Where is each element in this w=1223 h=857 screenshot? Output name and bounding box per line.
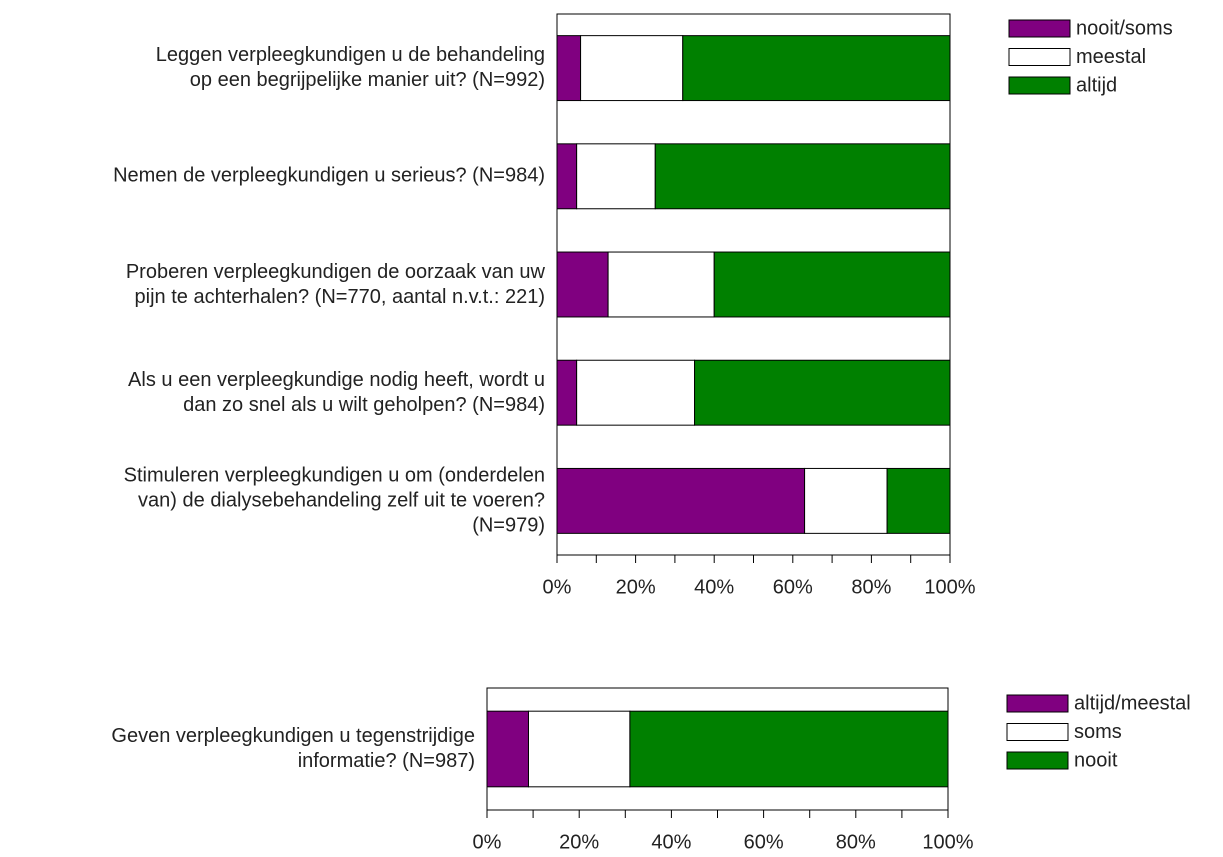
x-tick-label: 100% — [924, 576, 975, 598]
category-label: Stimuleren verpleegkundigen u om (onderd… — [123, 464, 545, 537]
legend-label: altijd/meestal — [1074, 692, 1191, 714]
bar-segment — [886, 467, 951, 534]
bar-segment — [556, 359, 578, 426]
bar-segment — [804, 467, 888, 534]
x-tick-label: 80% — [851, 576, 891, 598]
bar-segment — [556, 251, 609, 318]
bar-segment — [576, 359, 696, 426]
x-tick-label: 60% — [744, 831, 784, 853]
bar-segment — [682, 35, 951, 102]
x-tick-label: 0% — [543, 576, 572, 598]
category-label: Nemen de verpleegkundigen u serieus? (N=… — [113, 164, 545, 187]
x-tick-label: 20% — [559, 831, 599, 853]
x-tick-label: 60% — [773, 576, 813, 598]
x-tick-label: 100% — [922, 831, 973, 853]
legend-swatch — [1006, 694, 1069, 713]
category-label: Als u een verpleegkundige nodig heeft, w… — [128, 368, 545, 416]
bar-segment — [556, 35, 582, 102]
bar-segment — [486, 710, 529, 788]
x-tick-label: 20% — [616, 576, 656, 598]
x-tick-label: 40% — [694, 576, 734, 598]
legend-label: nooit — [1074, 749, 1118, 771]
category-label: Leggen verpleegkundigen u de behandeling… — [155, 44, 545, 92]
legend-swatch — [1008, 19, 1071, 38]
bar-segment — [629, 710, 949, 788]
legend-swatch — [1008, 48, 1071, 66]
legend-label: nooit/soms — [1076, 17, 1173, 39]
bar-segment — [527, 710, 631, 788]
bar-segment — [713, 251, 951, 318]
x-tick-label: 40% — [651, 831, 691, 853]
bar-segment — [607, 251, 715, 318]
bar-segment — [654, 143, 951, 210]
bar-segment — [556, 143, 578, 210]
legend-label: altijd — [1076, 74, 1117, 96]
legend-swatch — [1006, 723, 1069, 741]
bar-segment — [576, 143, 656, 210]
legend-label: meestal — [1076, 46, 1146, 68]
bar-segment — [580, 35, 684, 102]
bar-segment — [556, 467, 806, 534]
x-tick-label: 80% — [836, 831, 876, 853]
legend-swatch — [1006, 751, 1069, 770]
bar-segment — [694, 359, 951, 426]
category-label: Proberen verpleegkundigen de oorzaak van… — [125, 260, 545, 308]
category-label: Geven verpleegkundigen u tegenstrijdige … — [111, 725, 475, 772]
legend-swatch — [1008, 76, 1071, 95]
legend-label: soms — [1074, 721, 1122, 743]
x-tick-label: 0% — [473, 831, 502, 853]
